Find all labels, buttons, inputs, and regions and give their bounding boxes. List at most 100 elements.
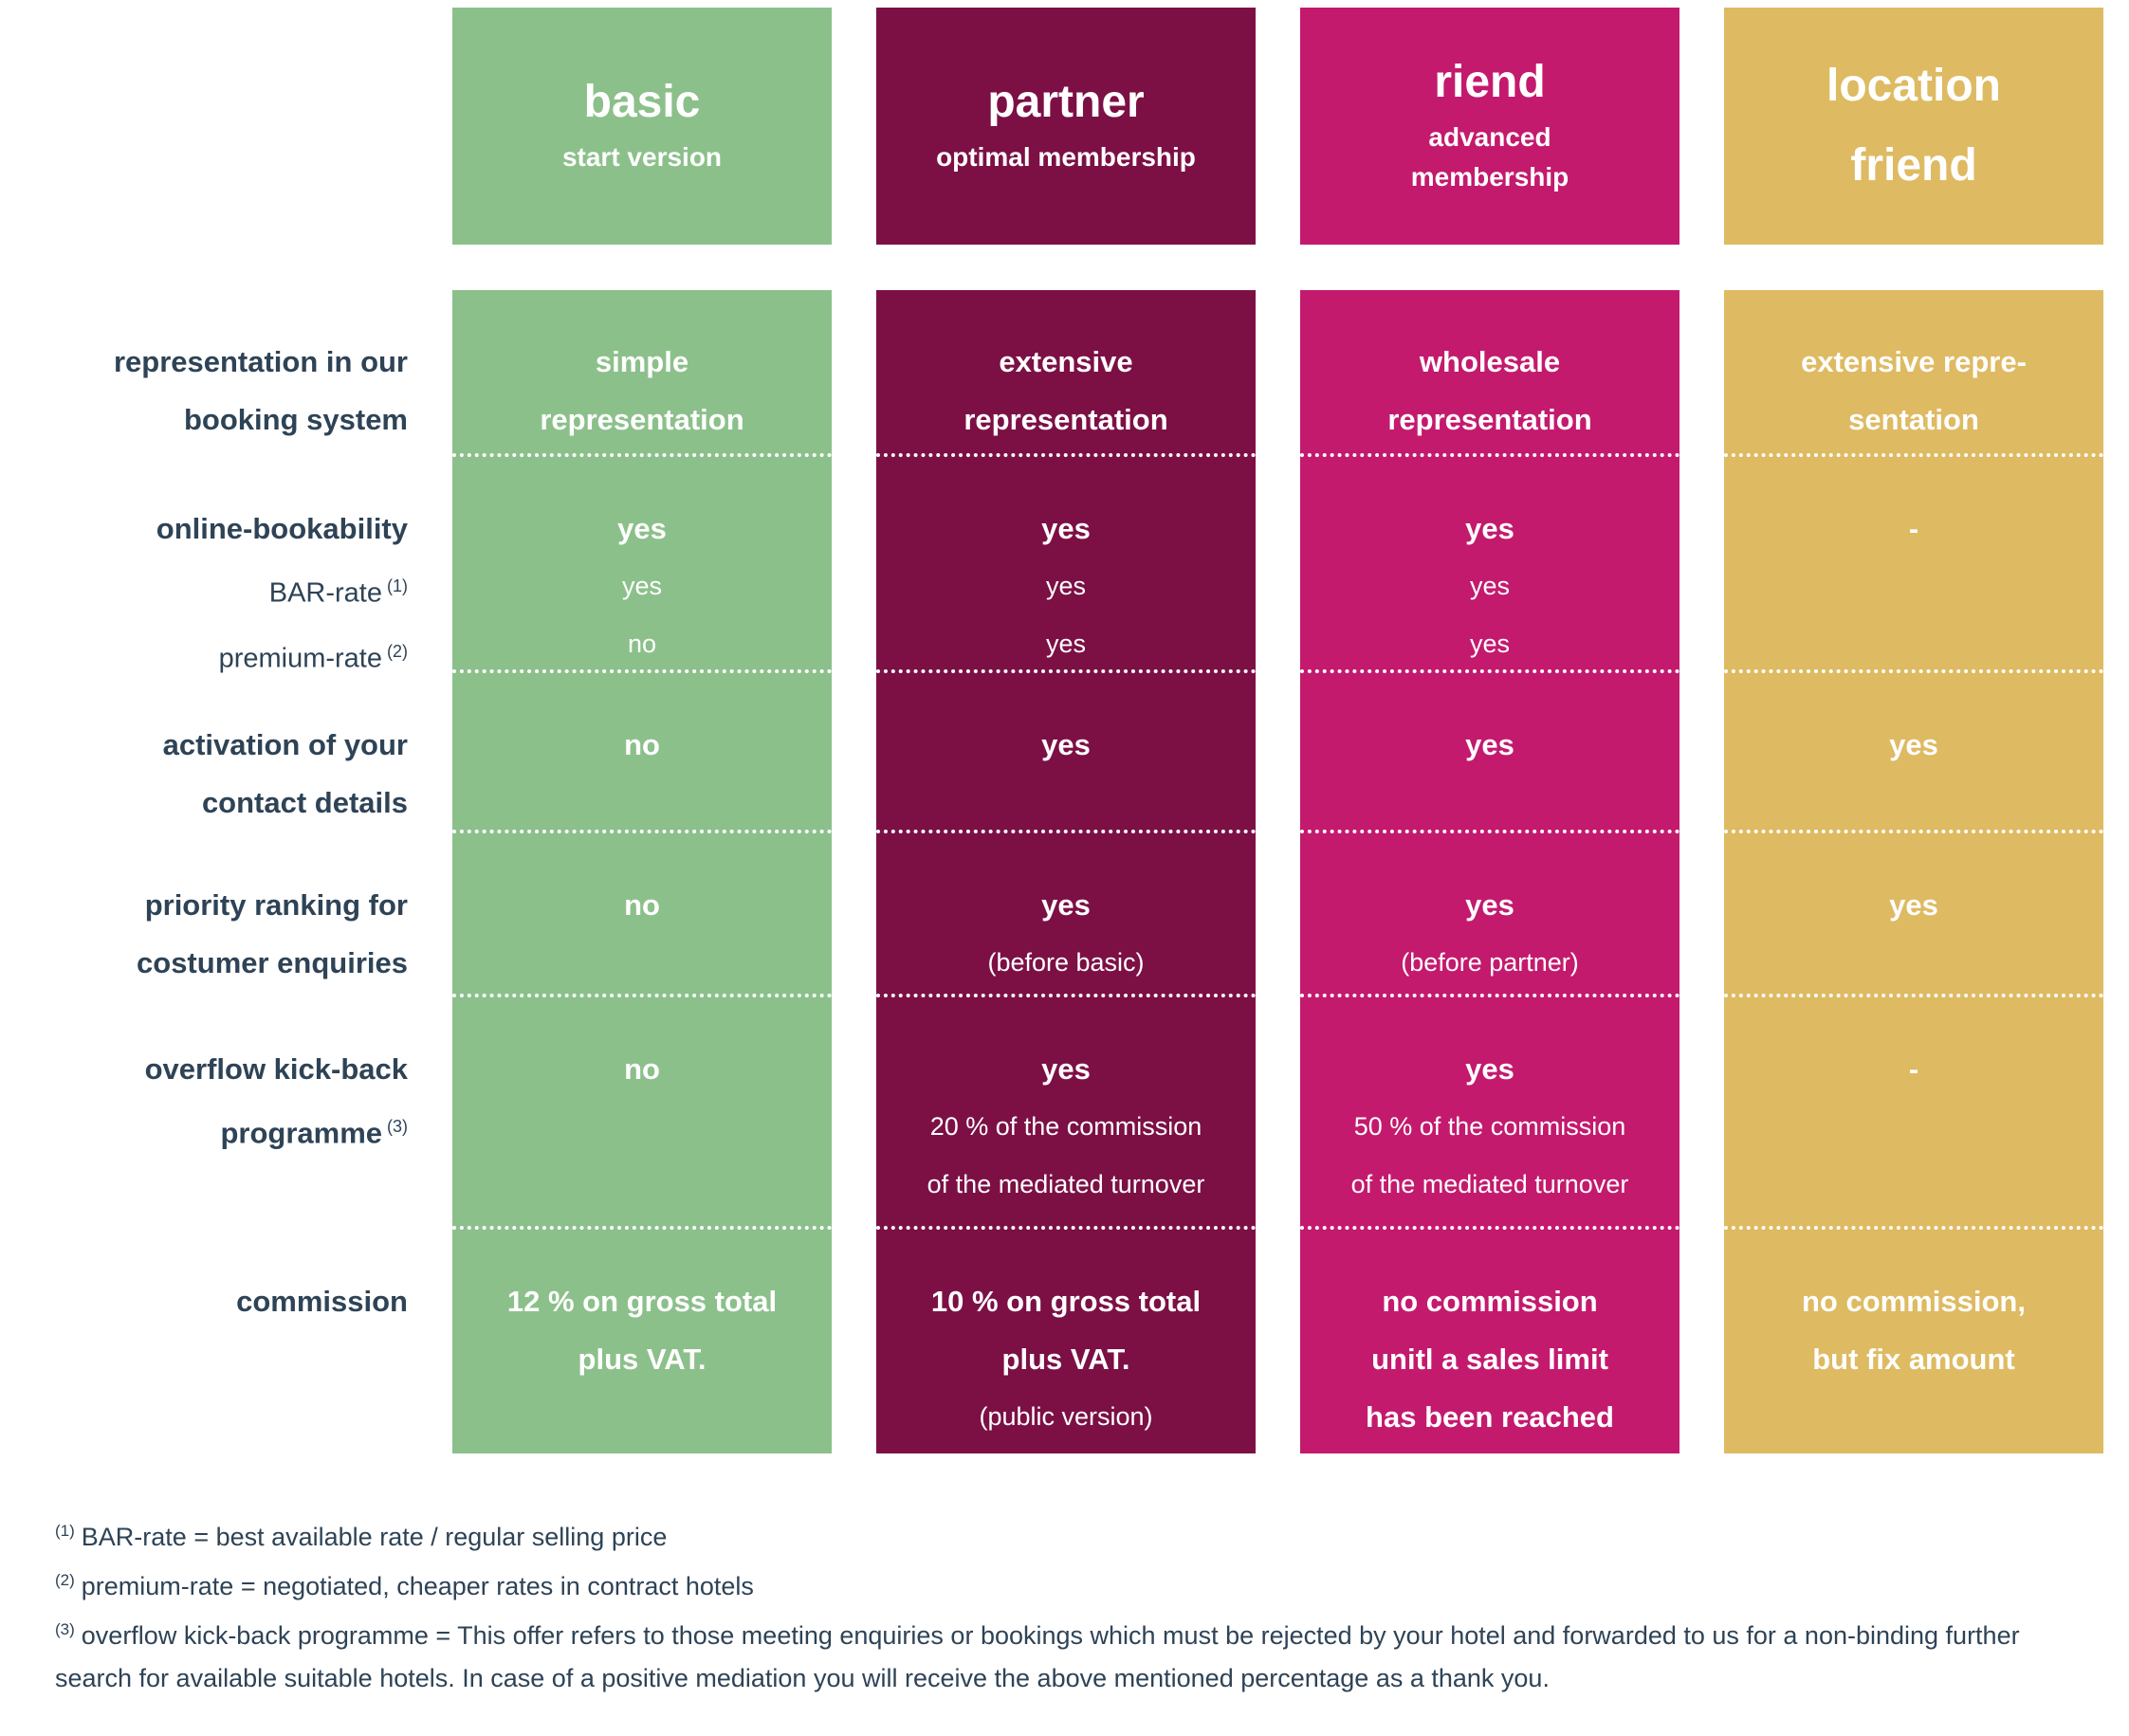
cell-value-line: yes bbox=[617, 512, 667, 545]
cell-value-line: yes bbox=[1465, 888, 1514, 922]
cell-commission-basic: 12 % on gross total plus VAT. bbox=[452, 1230, 832, 1453]
plan-title-riend: riend bbox=[1434, 57, 1546, 107]
plan-title-location-friend: location bbox=[1826, 61, 2001, 111]
cell-value-line: 12 % on gross total bbox=[506, 1285, 778, 1318]
cell-value-line: yes bbox=[1469, 630, 1511, 658]
row-label-line: representation in our bbox=[0, 333, 408, 391]
row-label-text: programme bbox=[220, 1116, 382, 1150]
cell-value-line: yes bbox=[1041, 1052, 1091, 1086]
cell-activation-partner: yes bbox=[876, 673, 1256, 833]
cell-activation-location-friend: yes bbox=[1724, 673, 2103, 833]
cell-value-line: 50 % of the commission bbox=[1353, 1112, 1626, 1141]
cell-activation-riend: yes bbox=[1300, 673, 1679, 833]
cell-value-line: (before partner) bbox=[1401, 948, 1579, 977]
cell-overflow-kickback-location-friend: - bbox=[1724, 997, 2103, 1230]
cell-value-line: of the mediated turnover bbox=[927, 1170, 1205, 1198]
cell-online-bookability-partner: yes yes yes bbox=[876, 457, 1256, 673]
cell-value-line: unitl a sales limit bbox=[1371, 1343, 1608, 1376]
plan-header-riend: riend advanced membership bbox=[1300, 8, 1679, 245]
cell-value-line: yes bbox=[1045, 630, 1087, 658]
row-label-text: BAR-rate bbox=[268, 577, 382, 609]
row-label-line: BAR-rate (1) bbox=[0, 557, 408, 623]
cell-commission-riend: no commission unitl a sales limit has been… bbox=[1300, 1230, 1679, 1453]
cell-value-line: wholesale bbox=[1419, 345, 1561, 378]
cell-value-line: no bbox=[624, 888, 660, 922]
row-label-line: priority ranking for bbox=[0, 876, 408, 934]
plan-subtitle-riend: advanced bbox=[1428, 122, 1551, 152]
cell-representation-partner: extensive representation bbox=[876, 290, 1256, 457]
cell-value-line: yes bbox=[1889, 888, 1938, 922]
footnotes: (1) BAR-rate = best available rate / regu… bbox=[55, 1509, 2080, 1700]
footnote-1: (1) BAR-rate = best available rate / regu… bbox=[55, 1509, 2080, 1559]
cell-value-line: representation bbox=[540, 403, 744, 436]
row-label-line: programme (3) bbox=[0, 1098, 408, 1161]
row-label-text: overflow kick-back bbox=[144, 1052, 408, 1086]
cell-online-bookability-riend: yes yes yes bbox=[1300, 457, 1679, 673]
pricing-comparison-table: basic start version partner optimal members… bbox=[0, 8, 2103, 1453]
cell-value-line: yes bbox=[1041, 512, 1091, 545]
cell-value-line: - bbox=[1908, 512, 1919, 545]
cell-value-line: yes bbox=[1045, 572, 1087, 600]
cell-value-line: of the mediated turnover bbox=[1350, 1170, 1629, 1198]
cell-value-line: has been reached bbox=[1366, 1400, 1614, 1434]
cell-priority-ranking-partner: yes (before basic) bbox=[876, 833, 1256, 997]
row-label-line: booking system bbox=[0, 391, 408, 448]
cell-representation-location-friend: extensive repre-sentation bbox=[1724, 290, 2103, 457]
cell-online-bookability-location-friend: - bbox=[1724, 457, 2103, 673]
cell-value-line: but fix amount bbox=[1812, 1343, 2015, 1376]
cell-value-line: no bbox=[624, 1052, 660, 1086]
cell-commission-partner: 10 % on gross total plus VAT. (public vers… bbox=[876, 1230, 1256, 1453]
row-label-line: costumer enquiries bbox=[0, 934, 408, 992]
plan-title-location-friend: friend bbox=[1850, 140, 1977, 191]
cell-value-line: representation bbox=[964, 403, 1168, 436]
row-label-overflow-kickback: overflow kick-back programme (3) bbox=[0, 997, 408, 1230]
row-label-text: commission bbox=[236, 1285, 408, 1318]
footnote-marker: (2) bbox=[55, 1571, 75, 1589]
row-label-text: online-bookability bbox=[156, 512, 408, 545]
cell-value-line: - bbox=[1908, 1052, 1919, 1086]
cell-value-line: no bbox=[627, 630, 657, 658]
footnote-text: BAR-rate = best available rate / regular… bbox=[81, 1523, 668, 1551]
plan-title-partner: partner bbox=[987, 77, 1145, 127]
footnote-3: (3) overflow kick-back programme = This o… bbox=[55, 1608, 2080, 1700]
row-label-line: commission bbox=[0, 1272, 408, 1330]
cell-commission-location-friend: no commission, but fix amount bbox=[1724, 1230, 2103, 1453]
row-label-representation: representation in our booking system bbox=[0, 290, 408, 457]
cell-value-line: yes bbox=[1469, 572, 1511, 600]
plan-subtitle-partner: optimal membership bbox=[936, 142, 1196, 172]
footnote-marker: (3) bbox=[55, 1620, 75, 1638]
cell-overflow-kickback-basic: no bbox=[452, 997, 832, 1230]
cell-value-line: yes bbox=[1041, 888, 1091, 922]
row-label-line: activation of your bbox=[0, 716, 408, 774]
row-label-activation: activation of your contact details bbox=[0, 673, 408, 833]
footnote-text: premium-rate = negotiated, cheaper rates… bbox=[81, 1572, 754, 1600]
cell-value-line: yes bbox=[1465, 728, 1514, 761]
cell-value-line: representation bbox=[1387, 403, 1592, 436]
cell-value-line: yes bbox=[621, 572, 663, 600]
plan-header-basic: basic start version bbox=[452, 8, 832, 245]
footnote-text: overflow kick-back programme = This offe… bbox=[55, 1621, 2020, 1692]
row-label-priority-ranking: priority ranking for costumer enquiries bbox=[0, 833, 408, 997]
row-label-line: premium-rate (2) bbox=[0, 623, 408, 688]
cell-value-line: no commission bbox=[1382, 1285, 1598, 1318]
row-label-online-bookability: online-bookability BAR-rate (1) premium-rat… bbox=[0, 457, 408, 673]
cell-overflow-kickback-riend: yes 50 % of the commission of the mediated… bbox=[1300, 997, 1679, 1230]
row-label-text: activation of your bbox=[162, 728, 408, 761]
row-label-text: costumer enquiries bbox=[137, 946, 408, 979]
cell-value-line: (before basic) bbox=[987, 948, 1145, 977]
cell-representation-basic: simple representation bbox=[452, 290, 832, 457]
cell-value-line: simple bbox=[595, 345, 689, 378]
row-label-text: priority ranking for bbox=[144, 888, 408, 922]
cell-value-line: no bbox=[624, 728, 660, 761]
cell-priority-ranking-basic: no bbox=[452, 833, 832, 997]
plan-header-location-friend: location friend bbox=[1724, 8, 2103, 245]
cell-value-line: sentation bbox=[1848, 403, 1979, 436]
cell-value-line: plus VAT. bbox=[1001, 1343, 1130, 1376]
cell-value-line: plus VAT. bbox=[578, 1343, 707, 1376]
row-label-line: online-bookability bbox=[0, 500, 408, 557]
cell-value-line: 10 % on gross total bbox=[930, 1285, 1202, 1318]
cell-overflow-kickback-partner: yes 20 % of the commission of the mediated… bbox=[876, 997, 1256, 1230]
cell-value-line: yes bbox=[1889, 728, 1938, 761]
row-label-line: overflow kick-back bbox=[0, 1040, 408, 1098]
row-label-text: booking system bbox=[184, 403, 408, 436]
